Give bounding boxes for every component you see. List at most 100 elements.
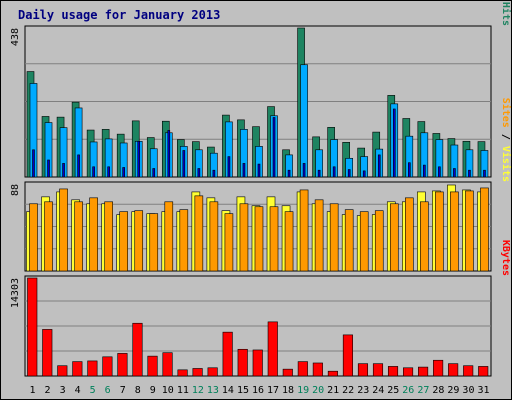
- x-tick-label-11: 11: [177, 385, 189, 396]
- bar-kbytes-day-20: [312, 362, 323, 377]
- bar-kbytes-day-22: [342, 334, 353, 377]
- bar-kbytes-day-3: [57, 365, 68, 377]
- bar-pages-day-13: [212, 169, 216, 178]
- x-tick-label-14: 14: [222, 385, 234, 396]
- x-tick-label-18: 18: [282, 385, 294, 396]
- bar-sites-day-28: [435, 191, 444, 272]
- bar-sites-day-14: [224, 213, 234, 272]
- bar-sites-day-13: [209, 201, 219, 272]
- x-tick-label-19: 19: [297, 385, 309, 396]
- x-tick-label-27: 27: [417, 385, 429, 396]
- bar-kbytes-day-6: [102, 356, 113, 377]
- x-tick-label-31: 31: [477, 385, 489, 396]
- x-tick-label-23: 23: [357, 385, 369, 396]
- bar-sites-day-2: [44, 201, 53, 272]
- legend-item-kbytes: KBytes: [500, 240, 511, 276]
- bar-pages-day-11: [182, 150, 186, 178]
- bar-sites-day-15: [239, 203, 249, 272]
- bar-pages-day-19: [302, 163, 306, 178]
- bar-sites-day-22: [344, 209, 354, 272]
- y-max-label: 438: [10, 28, 21, 46]
- bar-kbytes-day-1: [27, 277, 38, 377]
- bar-sites-day-19: [299, 189, 309, 272]
- x-tick-label-24: 24: [372, 385, 384, 396]
- x-tick-label-21: 21: [327, 385, 339, 396]
- x-tick-label-30: 30: [462, 385, 474, 396]
- x-tick-label-28: 28: [432, 385, 444, 396]
- bar-kbytes-day-8: [132, 322, 143, 377]
- x-tick-label-22: 22: [342, 385, 354, 396]
- x-tick-label-13: 13: [207, 385, 219, 396]
- bar-sites-day-31: [480, 187, 489, 272]
- bar-pages-day-31: [483, 169, 486, 178]
- bar-pages-day-20: [317, 169, 321, 178]
- bar-sites-day-21: [329, 203, 339, 272]
- bar-sites-day-27: [420, 201, 429, 272]
- x-tick-label-9: 9: [150, 385, 156, 396]
- bar-pages-day-22: [347, 169, 351, 178]
- bar-sites-day-5: [89, 197, 98, 272]
- bar-kbytes-day-12: [192, 368, 203, 377]
- x-tick-label-12: 12: [192, 385, 204, 396]
- x-tick-label-26: 26: [402, 385, 414, 396]
- bar-pages-day-4: [77, 154, 80, 178]
- bar-pages-day-7: [122, 167, 125, 178]
- x-tick-label-10: 10: [162, 385, 174, 396]
- x-axis: 1 2 3 4 5 6 7 8 9 10 11 12 13 14 15 16 17 18 19 20 21 22 23 24 2…: [30, 385, 490, 396]
- bar-kbytes-day-15: [237, 348, 248, 377]
- bar-pages-day-6: [107, 166, 110, 178]
- bar-kbytes-day-25: [387, 366, 399, 377]
- panel-kbytes: 14303 KBytes: [10, 240, 511, 377]
- bar-pages-day-25: [392, 108, 396, 178]
- bar-sites-day-26: [405, 197, 414, 272]
- bar-sites-day-11: [179, 209, 189, 272]
- bar-pages-day-12: [197, 168, 201, 178]
- bar-kbytes-day-18: [282, 368, 293, 377]
- legend-item-visits: Visits: [500, 146, 512, 182]
- x-tick-label-7: 7: [120, 385, 126, 396]
- bar-kbytes-day-4: [72, 361, 83, 377]
- bar-kbytes-day-5: [87, 360, 98, 377]
- x-tick-label-15: 15: [237, 385, 249, 396]
- panel-visits-sites: 88 Sites / Visits: [10, 98, 512, 272]
- x-tick-label-17: 17: [267, 385, 279, 396]
- legend-item-sites: Sites: [500, 98, 512, 128]
- bar-sites-day-17: [269, 206, 279, 272]
- legend-item-hits: Hits: [500, 2, 512, 26]
- bar-pages-day-27: [423, 164, 426, 178]
- bar-pages-day-10: [167, 130, 171, 178]
- bar-sites-day-3: [59, 188, 68, 272]
- bar-pages-day-28: [438, 166, 441, 178]
- bar-sites-day-24: [374, 210, 384, 272]
- bar-pages-day-23: [362, 170, 366, 178]
- bar-kbytes-day-17: [267, 321, 278, 377]
- bar-pages-day-18: [287, 169, 291, 178]
- x-tick-label-3: 3: [60, 385, 66, 396]
- legend-kbytes: KBytes: [500, 240, 511, 276]
- bar-sites-day-9: [149, 213, 159, 272]
- x-tick-label-1: 1: [30, 385, 36, 396]
- bar-pages-day-15: [242, 163, 246, 178]
- y-max-label: 14303: [10, 278, 21, 308]
- bar-pages-day-26: [408, 162, 411, 178]
- bar-kbytes-day-9: [147, 355, 158, 377]
- bar-pages-day-8: [137, 140, 141, 178]
- bar-pages-day-9: [152, 168, 156, 178]
- bar-kbytes-day-7: [117, 353, 128, 377]
- bar-kbytes-day-10: [162, 352, 173, 377]
- bar-kbytes-day-16: [252, 349, 263, 377]
- bar-kbytes-day-31: [478, 366, 489, 377]
- bar-sites-day-29: [450, 191, 459, 272]
- bar-sites-day-16: [254, 206, 264, 272]
- bar-pages-day-1: [32, 149, 35, 178]
- x-tick-label-25: 25: [387, 385, 399, 396]
- bar-kbytes-day-28: [433, 359, 444, 377]
- bar-sites-day-6: [104, 201, 113, 272]
- bar-pages-day-29: [453, 168, 456, 178]
- chart-title: Daily usage for January 2013: [18, 8, 220, 22]
- bar-kbytes-day-19: [297, 361, 308, 377]
- bar-kbytes-day-23: [357, 363, 369, 377]
- bar-pages-day-3: [62, 163, 65, 178]
- bar-sites-day-7: [119, 211, 128, 272]
